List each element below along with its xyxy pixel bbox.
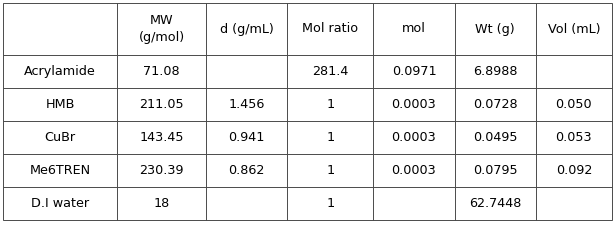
Text: 1: 1 bbox=[326, 98, 335, 111]
Text: 0.092: 0.092 bbox=[556, 164, 592, 177]
Text: Vol (mL): Vol (mL) bbox=[547, 23, 600, 35]
Text: 1: 1 bbox=[326, 197, 335, 210]
Text: mol: mol bbox=[402, 23, 426, 35]
Text: 143.45: 143.45 bbox=[139, 131, 184, 144]
Text: 1.456: 1.456 bbox=[228, 98, 265, 111]
Text: CuBr: CuBr bbox=[44, 131, 76, 144]
Text: Wt (g): Wt (g) bbox=[475, 23, 515, 35]
Text: 281.4: 281.4 bbox=[312, 65, 349, 78]
Text: HMB: HMB bbox=[46, 98, 74, 111]
Text: D.I water: D.I water bbox=[31, 197, 89, 210]
Text: MW
(g/mol): MW (g/mol) bbox=[138, 14, 184, 44]
Text: 0.0971: 0.0971 bbox=[392, 65, 436, 78]
Text: 62.7448: 62.7448 bbox=[469, 197, 522, 210]
Text: d (g/mL): d (g/mL) bbox=[220, 23, 274, 35]
Text: 0.941: 0.941 bbox=[228, 131, 265, 144]
Text: 1: 1 bbox=[326, 131, 335, 144]
Text: 6.8988: 6.8988 bbox=[473, 65, 517, 78]
Text: 1: 1 bbox=[326, 164, 335, 177]
Text: 71.08: 71.08 bbox=[143, 65, 180, 78]
Text: 211.05: 211.05 bbox=[139, 98, 184, 111]
Text: 0.053: 0.053 bbox=[555, 131, 592, 144]
Text: 0.050: 0.050 bbox=[555, 98, 592, 111]
Text: 0.0728: 0.0728 bbox=[473, 98, 517, 111]
Text: 0.0003: 0.0003 bbox=[392, 131, 436, 144]
Text: 0.0795: 0.0795 bbox=[473, 164, 517, 177]
Text: 0.0003: 0.0003 bbox=[392, 164, 436, 177]
Text: 0.0003: 0.0003 bbox=[392, 98, 436, 111]
Text: Mol ratio: Mol ratio bbox=[302, 23, 359, 35]
Text: 0.862: 0.862 bbox=[228, 164, 265, 177]
Text: 0.0495: 0.0495 bbox=[473, 131, 517, 144]
Text: Me6TREN: Me6TREN bbox=[30, 164, 90, 177]
Text: Acrylamide: Acrylamide bbox=[24, 65, 96, 78]
Text: 18: 18 bbox=[153, 197, 170, 210]
Text: 230.39: 230.39 bbox=[139, 164, 184, 177]
